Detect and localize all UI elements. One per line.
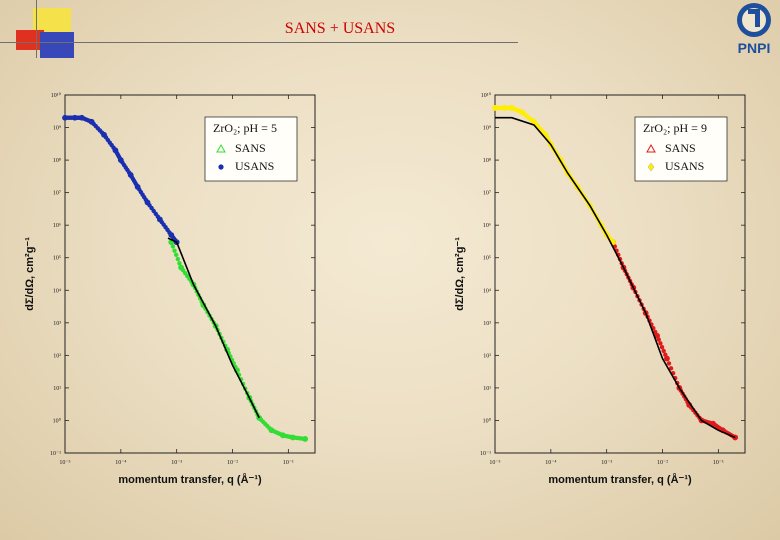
chart-zro2-ph5: 10⁻¹ 10⁰ 10¹ 10² 10³ 10⁴ 10⁵ 10⁶ 10⁷ 10⁸ 10⁹ 10¹⁰ 10… xyxy=(24,92,316,486)
y-tick-label: 10³ xyxy=(483,321,491,327)
series-sans xyxy=(168,239,309,442)
chart-zro2-ph9: 10⁻¹ 10⁰ 10¹ 10² 10³ 10⁴ 10⁵ 10⁶ 10⁷ 10⁸ 10⁹ 10¹⁰ 10… xyxy=(454,92,746,486)
series-usans xyxy=(492,105,616,246)
title-underline xyxy=(40,42,518,43)
y-tick-label: 10⁻¹ xyxy=(480,451,491,457)
series-usans xyxy=(62,114,180,246)
x-tick-label: 10⁻³ xyxy=(601,460,612,466)
legend-title: ZrO₂; pH = 9 xyxy=(643,121,707,135)
data-trail-point xyxy=(173,252,179,258)
y-tick-label: 10⁻¹ xyxy=(50,451,61,457)
slide-title: SANS + USANS xyxy=(284,20,396,37)
legend-usans-marker xyxy=(647,162,655,172)
pnpi-logo: PNPI xyxy=(728,0,780,62)
plot-frame xyxy=(494,94,746,454)
legend-sans-marker xyxy=(216,143,226,153)
data-trail-point xyxy=(172,248,177,253)
x-tick-label: 10⁻¹ xyxy=(713,460,724,466)
y-tick-label: 10⁸ xyxy=(483,158,491,164)
x-tick-label: 10⁻⁴ xyxy=(545,460,556,466)
x-tick-label: 10⁻² xyxy=(227,460,238,466)
fit-line xyxy=(167,237,260,419)
x-tick-label: 10⁻¹ xyxy=(283,460,294,466)
series-sans xyxy=(610,239,739,441)
x-tick-label: 10⁻³ xyxy=(171,460,182,466)
y-tick-label: 10⁶ xyxy=(483,223,491,229)
y-tick-label: 10⁷ xyxy=(53,191,61,197)
legend-title: ZrO₂; pH = 5 xyxy=(213,121,277,135)
data-trail-point xyxy=(658,341,663,346)
y-tick-label: 10⁰ xyxy=(53,417,62,424)
data-point xyxy=(302,436,309,442)
y-tick-label: 10⁴ xyxy=(53,288,61,294)
y-tick-label: 10¹ xyxy=(53,386,61,392)
plot-frame xyxy=(64,94,316,454)
y-axis-label: dΣ/dΩ, cm²g⁻¹ xyxy=(24,237,36,311)
y-tick-label: 10⁵ xyxy=(53,256,61,262)
data-trail-point xyxy=(177,261,182,266)
y-axis-label: dΣ/dΩ, cm²g⁻¹ xyxy=(454,237,466,311)
pnpi-emblem-icon xyxy=(737,3,771,37)
x-tick-label: 10⁻⁴ xyxy=(115,460,126,466)
data-trail-point xyxy=(175,256,181,262)
deco-square-blue xyxy=(40,32,74,58)
data-trail-point xyxy=(170,244,176,249)
x-tick-label: 10⁻⁵ xyxy=(489,460,500,466)
y-tick-label: 10⁸ xyxy=(53,158,61,164)
y-tick-label: 10⁷ xyxy=(483,191,491,197)
x-axis-label: momentum transfer, q (Å⁻¹) xyxy=(548,473,692,486)
legend-usans-marker xyxy=(218,164,224,170)
legend-box xyxy=(204,116,298,182)
y-tick-label: 10¹⁰ xyxy=(51,92,62,99)
y-tick-label: 10⁵ xyxy=(483,256,491,262)
legend-sans-marker xyxy=(646,143,656,153)
logo-text: PNPI xyxy=(737,40,771,56)
y-tick-label: 10¹ xyxy=(483,386,491,392)
x-tick-label: 10⁻² xyxy=(657,460,668,466)
data-trail-point xyxy=(666,361,672,366)
y-tick-label: 10³ xyxy=(53,321,61,327)
legend-sans-label: SANS xyxy=(665,141,696,155)
y-tick-label: 10⁹ xyxy=(53,126,61,132)
deco-left-line xyxy=(0,42,40,43)
data-point xyxy=(664,355,670,362)
data-trail-point xyxy=(661,348,666,354)
data-trail-point xyxy=(656,337,661,342)
y-tick-label: 10¹⁰ xyxy=(481,92,492,99)
y-tick-label: 10⁹ xyxy=(483,126,491,132)
y-tick-label: 10² xyxy=(483,353,491,359)
deco-square-red xyxy=(16,30,44,50)
legend-usans-label: USANS xyxy=(235,159,274,173)
legend-usans-label: USANS xyxy=(665,159,704,173)
deco-vertical-line xyxy=(36,0,37,58)
x-tick-label: 10⁻⁵ xyxy=(59,460,70,466)
y-tick-label: 10² xyxy=(53,353,61,359)
data-trail-point xyxy=(659,344,665,350)
y-tick-label: 10⁴ xyxy=(483,288,491,294)
fit-line xyxy=(495,116,736,439)
x-axis-label: momentum transfer, q (Å⁻¹) xyxy=(118,473,262,486)
y-tick-label: 10⁶ xyxy=(53,223,61,229)
legend-sans-label: SANS xyxy=(235,141,266,155)
y-tick-label: 10⁰ xyxy=(483,417,492,424)
data-trail-point xyxy=(668,366,674,371)
